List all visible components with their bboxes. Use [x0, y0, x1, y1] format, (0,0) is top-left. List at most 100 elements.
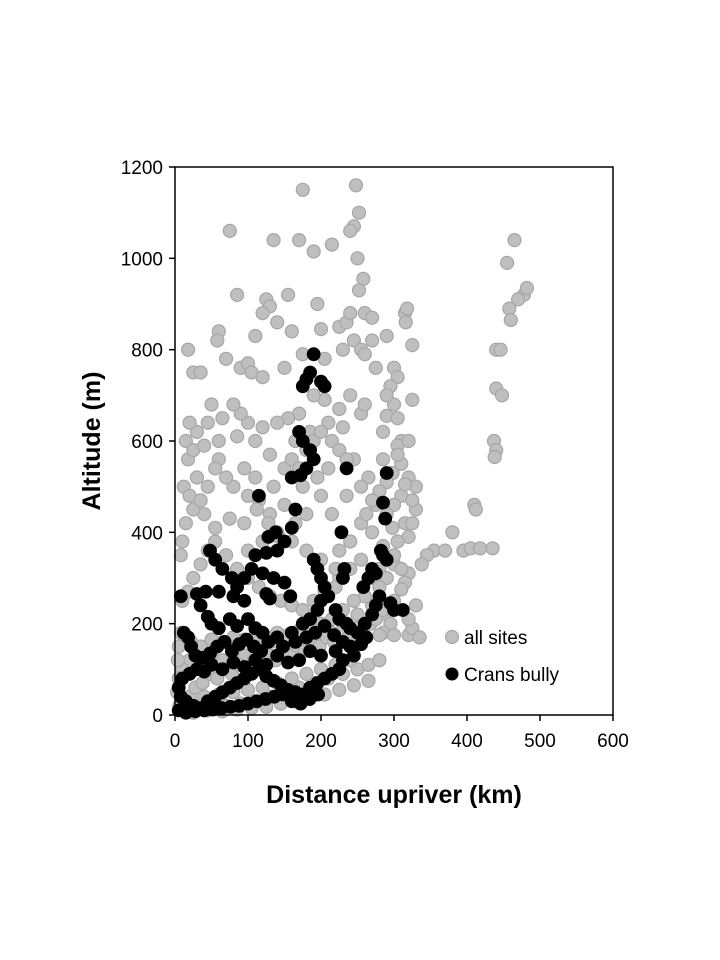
- crans-bully-point: [317, 379, 332, 394]
- all-sites-point: [211, 433, 226, 449]
- all-sites-point: [208, 461, 223, 476]
- all-sites-point: [332, 543, 347, 558]
- all-sites-point: [503, 312, 518, 328]
- all-sites-point: [313, 322, 329, 337]
- all-sites-point: [412, 630, 427, 645]
- all-sites-point: [186, 570, 201, 586]
- crans-bully-point: [379, 466, 394, 480]
- crans-bully-point: [215, 562, 230, 576]
- all-sites-point: [324, 506, 339, 522]
- crans-bully-point: [308, 625, 323, 640]
- all-sites-point: [348, 178, 364, 193]
- crans-bully-point: [284, 520, 299, 535]
- all-sites-point: [394, 561, 409, 577]
- all-sites-point: [335, 420, 350, 435]
- all-sites-point: [445, 525, 460, 540]
- all-sites-point: [339, 488, 354, 503]
- all-sites-point: [249, 502, 264, 517]
- all-sites-point: [178, 433, 193, 449]
- crans-bully-point: [251, 488, 266, 503]
- all-sites-point: [226, 397, 241, 412]
- all-sites-point: [306, 244, 321, 259]
- x-tick-label: 300: [378, 731, 410, 752]
- crans-bully-point: [317, 580, 332, 594]
- all-sites-point: [230, 429, 245, 444]
- all-sites-point: [266, 479, 281, 494]
- legend-marker-crans-bully: [445, 667, 459, 681]
- x-tick-label: 100: [232, 731, 264, 752]
- crans-bully-point: [339, 461, 354, 476]
- all-sites-point: [189, 470, 204, 485]
- crans-bully-point: [368, 566, 383, 581]
- all-sites-point: [230, 287, 245, 302]
- crans-bully-point: [208, 552, 223, 567]
- all-sites-point: [500, 255, 515, 270]
- all-sites-point: [487, 449, 502, 465]
- all-sites-point: [390, 411, 405, 426]
- all-sites-point: [193, 557, 208, 572]
- all-sites-point: [299, 666, 314, 682]
- crans-bully-point: [328, 644, 343, 658]
- all-sites-point: [175, 534, 190, 549]
- crans-bully-point: [211, 584, 226, 599]
- all-sites-point: [332, 443, 347, 458]
- crans-bully-point: [261, 635, 276, 649]
- all-sites-point: [346, 678, 361, 693]
- all-sites-point: [405, 392, 420, 407]
- all-sites-point: [408, 598, 423, 613]
- all-sites-point: [261, 516, 276, 531]
- all-sites-point: [255, 370, 270, 385]
- all-sites-point: [468, 502, 483, 517]
- all-sites-point: [493, 342, 508, 357]
- all-sites-point: [405, 493, 420, 508]
- all-sites-point: [193, 493, 208, 508]
- crans-bully-point: [306, 452, 321, 467]
- crans-bully-point: [378, 511, 393, 526]
- y-tick-label: 200: [131, 615, 163, 636]
- y-tick-label: 600: [131, 432, 163, 453]
- all-sites-point: [240, 415, 256, 430]
- all-sites-point: [277, 461, 292, 476]
- all-sites-point: [405, 516, 420, 531]
- all-sites-point: [343, 534, 358, 549]
- all-sites-point: [350, 251, 365, 266]
- all-sites-point: [350, 607, 365, 622]
- all-sites-point: [485, 541, 500, 556]
- all-sites-point: [332, 682, 347, 698]
- all-sites-point: [270, 415, 285, 430]
- crans-bully-point: [335, 571, 350, 585]
- all-sites-point: [397, 477, 413, 492]
- y-axis-title: Altitude (m): [78, 372, 106, 511]
- all-sites-point: [295, 479, 310, 494]
- all-sites-point: [210, 333, 225, 348]
- crans-bully-point: [311, 687, 326, 702]
- all-sites-point: [173, 548, 188, 563]
- y-tick-label: 400: [131, 523, 163, 544]
- crans-bully-point: [217, 635, 232, 649]
- crans-bully-point: [281, 655, 296, 670]
- y-axis: 0 200 400 600 800 1000 1200: [121, 158, 175, 727]
- all-sites-point: [233, 406, 248, 421]
- crans-bully-point: [357, 616, 372, 631]
- all-sites-point: [299, 543, 314, 558]
- all-sites-point: [324, 237, 339, 252]
- crans-bully-point: [284, 470, 299, 485]
- x-axis: 0 100 200 300 400 500 600: [170, 715, 629, 752]
- all-sites-point: [386, 627, 402, 643]
- all-sites-point: [390, 447, 405, 462]
- y-tick-label: 0: [152, 706, 163, 727]
- crans-bully-point: [226, 589, 241, 604]
- crans-bully-point: [277, 575, 292, 590]
- crans-bully-point: [372, 589, 387, 604]
- all-sites-point: [313, 424, 329, 439]
- all-sites-point: [186, 502, 201, 517]
- all-sites-point: [368, 360, 383, 375]
- all-sites-point: [248, 328, 263, 344]
- all-sites-point: [324, 433, 339, 449]
- all-sites-point: [357, 347, 372, 362]
- all-sites-point: [343, 388, 358, 403]
- all-sites-point: [219, 470, 234, 485]
- crans-bully-point: [283, 589, 298, 604]
- crans-bully-point: [254, 644, 269, 658]
